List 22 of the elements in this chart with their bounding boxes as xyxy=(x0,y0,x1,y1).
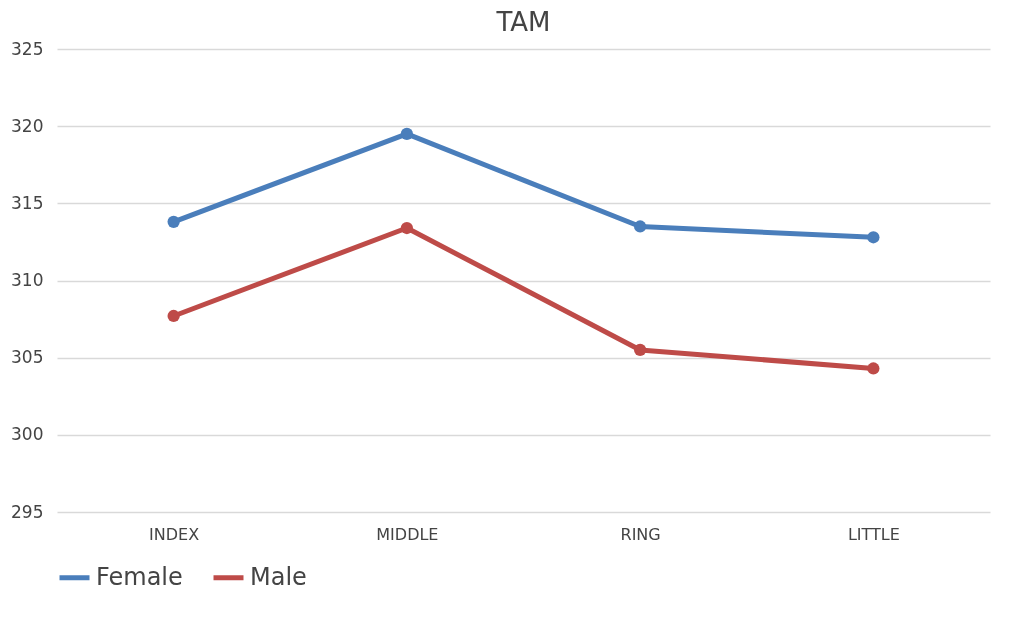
y-tick-label: 295 xyxy=(11,501,44,522)
point xyxy=(634,343,647,357)
point xyxy=(400,127,413,140)
y-tick-label: 305 xyxy=(11,347,44,368)
x-tick-label: LITTLE xyxy=(847,524,900,544)
legend-label: Male xyxy=(250,562,307,591)
y-tick-label: 325 xyxy=(11,38,44,59)
legend-label: Female xyxy=(96,562,183,591)
y-tick-label: 315 xyxy=(11,192,44,213)
point xyxy=(400,221,413,235)
x-tick-label: RING xyxy=(620,524,661,544)
x-tick-label: INDEX xyxy=(149,524,200,544)
point xyxy=(634,220,647,233)
point xyxy=(867,362,880,375)
x-tick-label: MIDDLE xyxy=(376,524,439,544)
point xyxy=(867,231,880,244)
y-tick-label: 310 xyxy=(11,270,44,290)
point xyxy=(167,309,180,323)
point xyxy=(167,215,180,228)
chart-title: TAM xyxy=(495,7,551,37)
y-tick-label: 320 xyxy=(11,115,44,136)
y-tick-label: 300 xyxy=(11,424,44,445)
